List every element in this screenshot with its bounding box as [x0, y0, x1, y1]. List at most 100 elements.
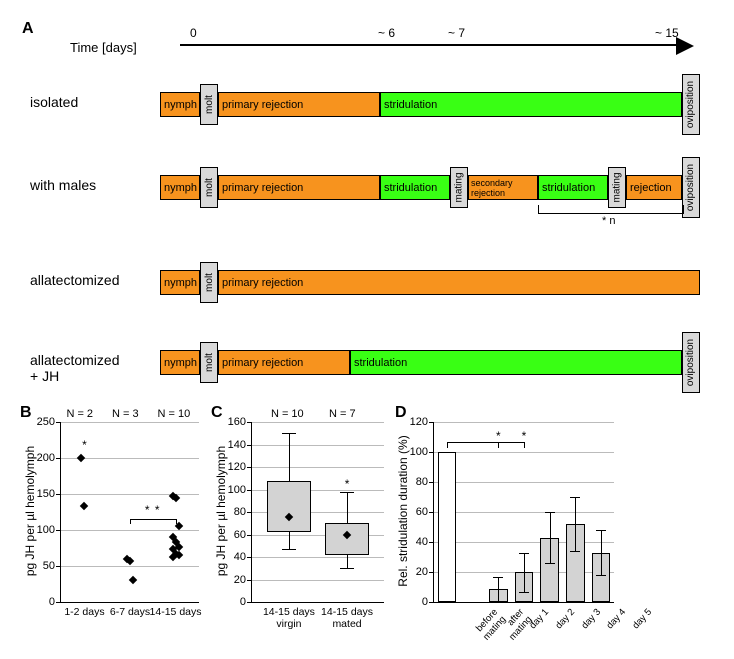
error-cap	[570, 551, 580, 552]
whisker	[347, 492, 348, 524]
y-tick-label: 140	[228, 439, 252, 451]
timeline-row: nymphmoltprimary rejectionstridulationov…	[160, 92, 700, 117]
y-axis-label: pg JH per µl hemolymph	[214, 421, 228, 601]
error-cap	[519, 592, 529, 593]
timeline-tick: ~ 15	[655, 26, 679, 40]
n-label: N = 10	[158, 408, 191, 420]
error-bar	[601, 530, 602, 575]
timeline: 0 ~ 6 ~ 7 ~ 15	[160, 26, 700, 56]
segment: nymph	[160, 270, 200, 295]
segment-vertical: molt	[200, 167, 218, 208]
segment: stridulation	[380, 92, 682, 117]
x-tick-label: 6-7 days	[104, 602, 156, 618]
segment: secondary rejection	[468, 175, 538, 200]
timeline-row: nymphmoltprimary rejectionstridulationov…	[160, 350, 700, 375]
segment-vertical: mating	[608, 167, 626, 208]
whisker-cap	[282, 549, 296, 550]
segment: primary rejection	[218, 92, 380, 117]
timeline-tick: ~ 6	[378, 26, 395, 40]
error-cap	[519, 553, 529, 554]
panel-a-label: A	[22, 20, 34, 38]
y-tick-label: 20	[234, 574, 252, 586]
y-tick-label: 80	[416, 476, 434, 488]
timeline-tick: ~ 7	[448, 26, 465, 40]
error-bar	[498, 577, 499, 601]
panel-label: B	[20, 404, 32, 422]
gridline	[252, 467, 384, 468]
gridline	[434, 542, 614, 543]
row-label: isolated	[30, 94, 160, 110]
y-tick-label: 40	[416, 536, 434, 548]
timeline-row: nymphmoltprimary rejectionstridulationma…	[160, 175, 700, 200]
sig-drop	[176, 519, 177, 524]
data-point	[80, 502, 88, 510]
segment: nymph	[160, 175, 200, 200]
y-tick-label: 100	[37, 524, 61, 536]
y-tick-label: 50	[43, 560, 61, 572]
segment-vertical: mating	[450, 167, 468, 208]
segment: stridulation	[380, 175, 450, 200]
plot-area: 050100150200250N = 2N = 3N = 101-2 days6…	[60, 422, 199, 603]
segment-vertical: molt	[200, 84, 218, 125]
segment-vertical: molt	[200, 342, 218, 383]
error-bar	[524, 553, 525, 592]
gridline	[61, 494, 199, 495]
data-point	[168, 553, 176, 561]
panel-label: D	[395, 404, 407, 422]
bracket	[538, 205, 684, 214]
sig-star: * *	[145, 503, 161, 517]
segment: primary rejection	[218, 175, 380, 200]
segment: stridulation	[538, 175, 608, 200]
n-label: N = 7	[329, 408, 356, 420]
gridline	[434, 452, 614, 453]
plot-area: 020406080100120140160N = 1014-15 days vi…	[251, 422, 384, 603]
segment: nymph	[160, 350, 200, 375]
error-cap	[545, 512, 555, 513]
segment-vertical: oviposition	[682, 332, 700, 393]
error-cap	[570, 497, 580, 498]
data-point	[129, 576, 137, 584]
y-tick-label: 60	[416, 506, 434, 518]
sig-line	[130, 519, 176, 520]
y-tick-label: 120	[410, 416, 434, 428]
gridline	[434, 512, 614, 513]
n-label: N = 2	[66, 408, 93, 420]
panel-label: C	[211, 404, 223, 422]
y-tick-label: 200	[37, 452, 61, 464]
y-axis-label: Rel. stridulation duration (%)	[396, 421, 410, 601]
sig-drop	[130, 519, 131, 524]
row-label: allatectomized	[30, 272, 160, 288]
sig-line	[447, 442, 524, 443]
y-tick-label: 0	[422, 596, 434, 608]
gridline	[434, 482, 614, 483]
x-tick-label: 14-15 days	[150, 602, 202, 618]
error-cap	[545, 563, 555, 564]
error-cap	[493, 601, 503, 602]
whisker-cap	[340, 492, 354, 493]
row-label: with males	[30, 177, 160, 193]
y-tick-label: 40	[234, 551, 252, 563]
y-tick-label: 160	[228, 416, 252, 428]
bottom-panels: B 050100150200250N = 2N = 3N = 101-2 days…	[20, 404, 714, 634]
y-tick-label: 150	[37, 488, 61, 500]
sig-drop	[447, 442, 448, 448]
x-tick-label: 14-15 days mated	[314, 602, 380, 630]
data-point	[126, 557, 134, 565]
whisker	[289, 532, 290, 549]
gridline	[252, 445, 384, 446]
timeline-tick: 0	[190, 26, 197, 40]
n-label: N = 10	[271, 408, 304, 420]
gridline	[252, 580, 384, 581]
panel-a: A Time [days] 0~ 6~ 7~ 15 isolatednymphm…	[20, 20, 714, 392]
panel-b: B 050100150200250N = 2N = 3N = 101-2 days…	[20, 404, 205, 634]
y-tick-label: 0	[240, 596, 252, 608]
bracket-label: * n	[602, 215, 615, 227]
error-cap	[596, 530, 606, 531]
whisker	[347, 555, 348, 569]
gridline	[252, 422, 384, 423]
y-tick-label: 20	[416, 566, 434, 578]
whisker	[289, 433, 290, 480]
segment: primary rejection	[218, 350, 350, 375]
segment-vertical: molt	[200, 262, 218, 303]
error-cap	[493, 577, 503, 578]
